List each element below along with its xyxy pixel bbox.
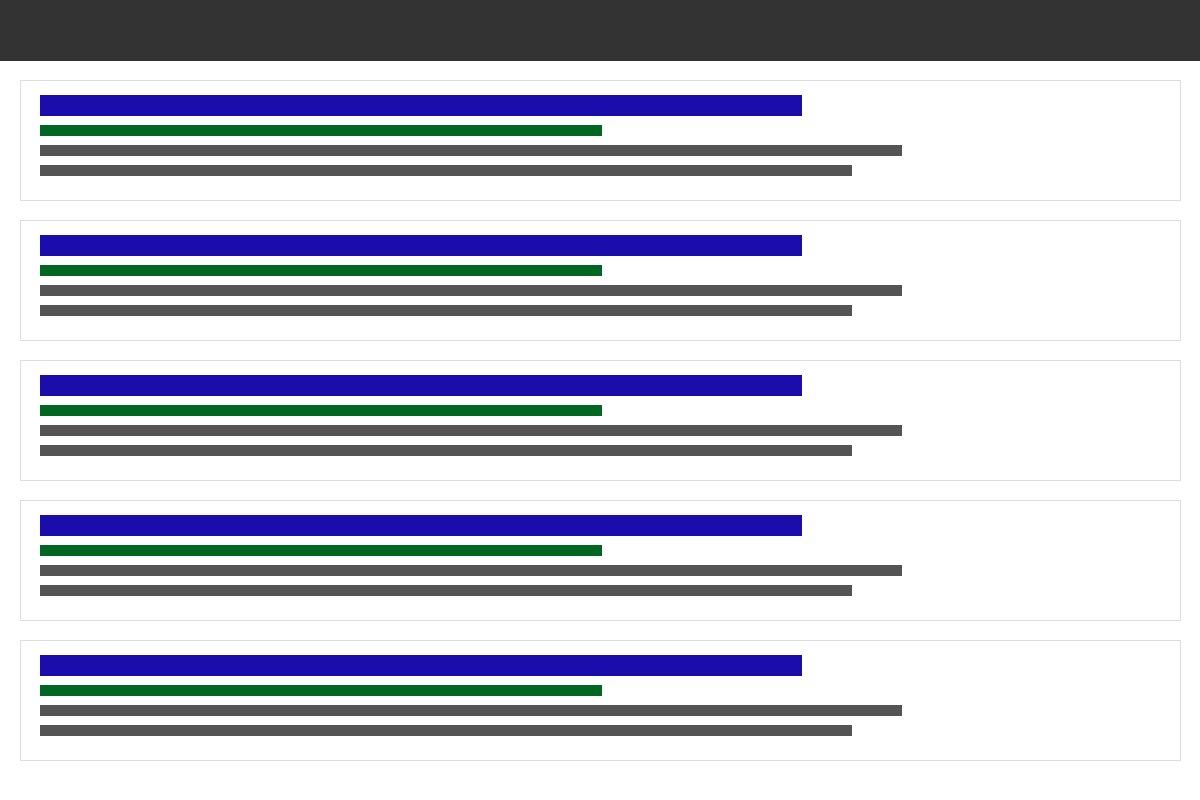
result-snippet-line-placeholder [40,565,902,576]
result-title-placeholder[interactable] [40,655,802,676]
result-url-placeholder [40,545,602,556]
result-snippet-line-placeholder [40,705,902,716]
result-snippet-line-placeholder [40,585,852,596]
result-snippet-line-placeholder [40,145,902,156]
result-snippet-line-placeholder [40,425,902,436]
result-snippet-line-placeholder [40,165,852,176]
result-snippet-line-placeholder [40,445,852,456]
result-card [20,220,1181,341]
result-snippet-line-placeholder [40,305,852,316]
result-title-placeholder[interactable] [40,375,802,396]
result-card [20,500,1181,621]
result-title-placeholder[interactable] [40,235,802,256]
result-card [20,640,1181,761]
result-url-placeholder [40,685,602,696]
result-snippet-line-placeholder [40,285,902,296]
result-url-placeholder [40,405,602,416]
result-title-placeholder[interactable] [40,95,802,116]
results-list [20,80,1181,780]
result-url-placeholder [40,125,602,136]
result-card [20,80,1181,201]
result-card [20,360,1181,481]
result-title-placeholder[interactable] [40,515,802,536]
result-url-placeholder [40,265,602,276]
result-snippet-line-placeholder [40,725,852,736]
top-bar [0,0,1200,61]
